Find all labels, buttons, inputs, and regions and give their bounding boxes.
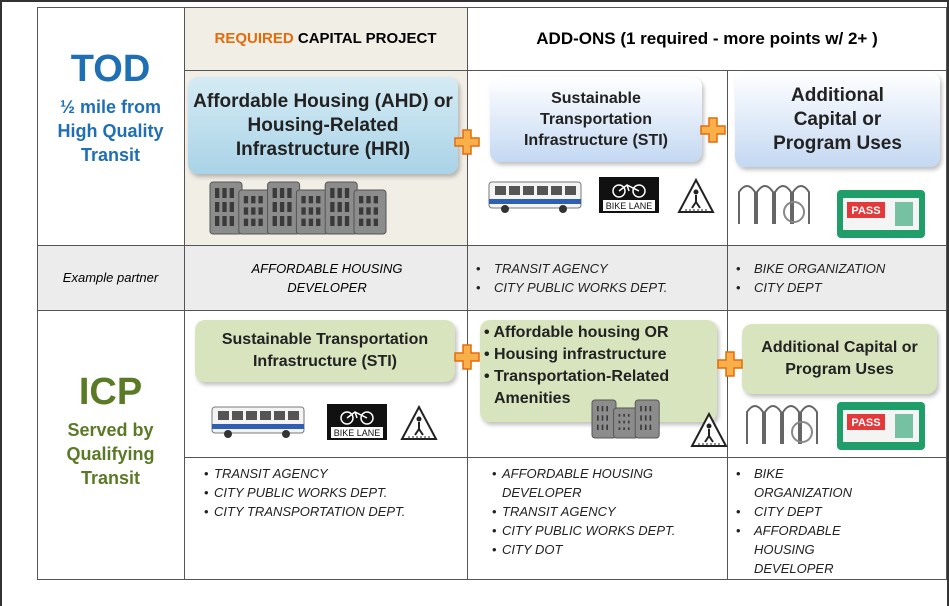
list-item: CITY DEPT <box>732 278 947 297</box>
col-line <box>184 7 185 580</box>
list-item: AFFORDABLE HOUSING DEVELOPER <box>732 521 882 578</box>
tod-additional-box: Additional Capital or Program Uses <box>735 72 940 167</box>
row-line <box>184 70 947 71</box>
list-item: CITY DEPT <box>732 502 882 521</box>
item-text: Affordable housing OR <box>493 324 669 341</box>
row-line <box>37 310 947 311</box>
partner-additional-list: BIKE ORGANIZATION CITY DEPT <box>732 259 947 297</box>
icp-partners-additional: BIKE ORGANIZATION CITY DEPT AFFORDABLE H… <box>732 464 882 578</box>
list-item: BIKE ORGANIZATION <box>732 259 947 278</box>
list-item: • Housing infrastructure <box>484 346 667 363</box>
row-line <box>184 457 947 458</box>
required-prefix: REQUIRED <box>214 30 294 47</box>
partner-required: AFFORDABLE HOUSING DEVELOPER <box>251 260 403 295</box>
partner-addon-list: TRANSIT AGENCY CITY PUBLIC WORKS DEPT. <box>472 259 727 297</box>
col-line <box>727 70 728 580</box>
icp-subtitle: Served by Qualifying Transit <box>66 420 155 488</box>
item-text: Transportation-Related Amenities <box>494 368 670 407</box>
tod-subtitle: ½ mile from High Quality Transit <box>57 97 164 165</box>
list-item: • Transportation-Related Amenities <box>484 368 670 407</box>
required-header: REQUIRED CAPITAL PROJECT <box>184 7 467 70</box>
row-line <box>37 245 947 246</box>
icp-additional-box: Additional Capital or Program Uses <box>742 324 937 394</box>
list-item: CITY PUBLIC WORKS DEPT. <box>192 483 467 502</box>
tod-label: TOD ½ mile from High Quality Transit <box>37 47 184 167</box>
list-item: TRANSIT AGENCY <box>192 464 467 483</box>
list-item: TRANSIT AGENCY <box>480 502 720 521</box>
list-item: BIKE ORGANIZATION <box>732 464 882 502</box>
icp-addon-list: • Affordable housing OR • Housing infras… <box>480 320 717 410</box>
tod-title: TOD <box>70 48 151 90</box>
tod-required-box: Affordable Housing (AHD) or Housing-Rela… <box>188 77 458 174</box>
col-line <box>467 7 468 580</box>
icp-partners-addon: AFFORDABLE HOUSING DEVELOPER TRANSIT AGE… <box>480 464 720 559</box>
list-item: CITY PUBLIC WORKS DEPT. <box>472 278 727 297</box>
item-text: Housing infrastructure <box>494 346 667 363</box>
required-rest: CAPITAL PROJECT <box>297 30 437 47</box>
icp-partners-required: TRANSIT AGENCY CITY PUBLIC WORKS DEPT. C… <box>192 464 467 521</box>
list-item: CITY PUBLIC WORKS DEPT. <box>480 521 720 540</box>
list-item: • Affordable housing OR <box>484 324 669 341</box>
list-item: CITY DOT <box>480 540 720 559</box>
list-item: AFFORDABLE HOUSING DEVELOPER <box>480 464 720 502</box>
icp-label: ICP Served by Qualifying Transit <box>37 370 184 490</box>
tod-addon-box: Sustainable Transportation Infrastructur… <box>490 77 702 162</box>
icp-required-box: Sustainable Transportation Infrastructur… <box>195 320 455 382</box>
list-item: CITY TRANSPORTATION DEPT. <box>192 502 467 521</box>
addons-header: ADD-ONS (1 required - more points w/ 2+ … <box>536 28 878 48</box>
icp-title: ICP <box>78 371 143 413</box>
partner-label: Example partner <box>62 270 159 285</box>
icp-addon-box: • Affordable housing OR • Housing infras… <box>480 320 717 422</box>
list-item: TRANSIT AGENCY <box>472 259 727 278</box>
